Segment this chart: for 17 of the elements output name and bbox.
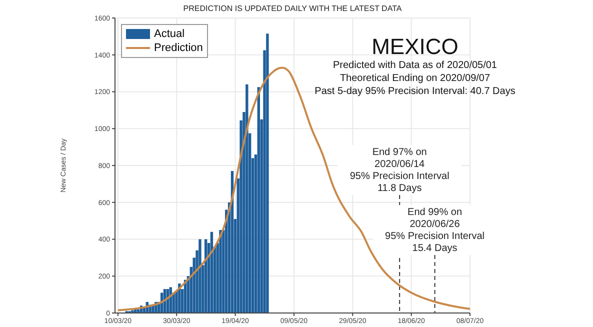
chart-title: PREDICTION IS UPDATED DAILY WITH THE LATEST DATA (182, 4, 403, 13)
legend-label: Prediction (154, 41, 203, 55)
bar (266, 34, 269, 313)
annotation: Predicted with Data as of 2020/05/01 (332, 60, 498, 71)
ref-line-label: End 97% on 2020/06/14 95% Precision Interval 11.8 Days (350, 147, 450, 194)
bar (131, 310, 134, 313)
bar (178, 284, 181, 313)
bar (152, 306, 154, 313)
bar (246, 84, 248, 313)
annotation: MEXICO (370, 34, 460, 60)
ref-line-label: End 99% on 2020/06/26 95% Precision Interval 15.4 Days (385, 207, 485, 254)
annotation: Theoretical Ending on 2020/09/07 (338, 73, 492, 84)
bar (219, 230, 222, 313)
annotation: Past 5-day 95% Precision Interval: 40.7 Days (314, 86, 516, 97)
legend-label: Actual (154, 27, 185, 41)
bar (257, 87, 260, 313)
bar (198, 239, 202, 313)
